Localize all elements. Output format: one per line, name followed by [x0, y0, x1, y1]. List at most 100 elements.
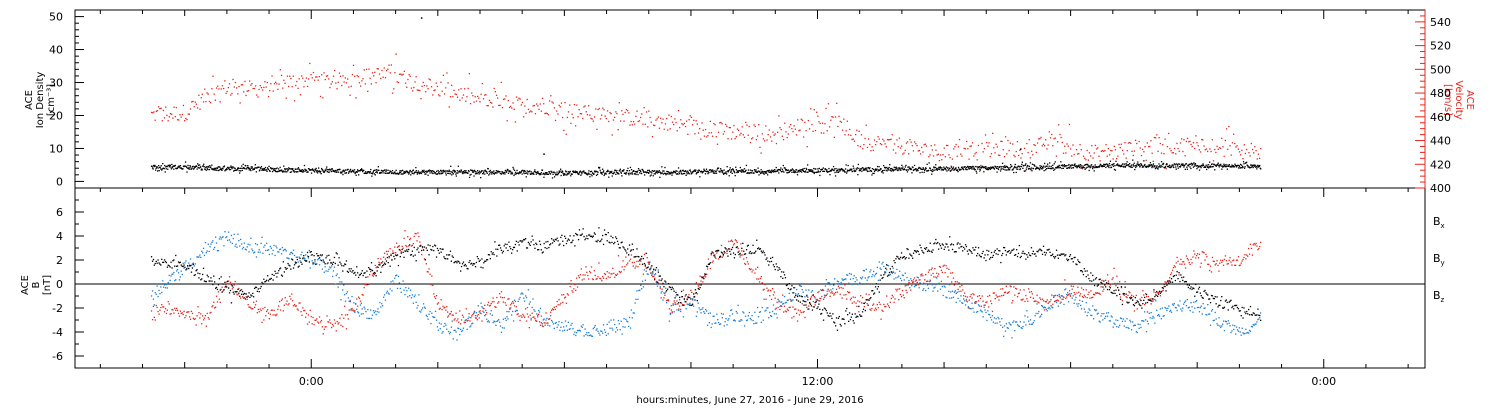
density-point	[723, 169, 725, 171]
density-point	[791, 168, 794, 170]
by-point	[339, 281, 341, 283]
density-point	[1029, 162, 1032, 164]
velocity-point	[500, 81, 502, 84]
velocity-point	[803, 136, 805, 138]
by-point	[585, 334, 587, 336]
velocity-point	[984, 134, 987, 136]
by-point	[945, 296, 947, 298]
density-point	[547, 173, 550, 175]
density-point	[796, 171, 798, 174]
by-point	[646, 273, 648, 275]
velocity-point	[1255, 150, 1257, 152]
by-point	[588, 332, 590, 334]
by-point	[1123, 325, 1125, 327]
by-point	[491, 314, 493, 316]
by-point	[1000, 324, 1002, 326]
density-point	[1113, 168, 1116, 171]
density-point	[742, 170, 744, 172]
density-point	[812, 170, 814, 172]
density-point	[282, 170, 284, 172]
density-point	[857, 163, 859, 166]
velocity-point	[289, 75, 291, 77]
velocity-point	[362, 78, 364, 80]
by-point	[189, 258, 192, 260]
density-point	[660, 172, 662, 174]
velocity-point	[1040, 136, 1042, 139]
velocity-point	[480, 93, 482, 95]
density-point	[712, 171, 714, 173]
bz-point	[555, 305, 557, 308]
bz-point	[303, 310, 305, 312]
by-point	[568, 328, 570, 330]
density-point	[241, 169, 243, 172]
bz-point	[447, 311, 449, 313]
density-point	[644, 174, 646, 176]
velocity-point	[531, 111, 533, 113]
density-point	[154, 164, 156, 167]
velocity-point	[1170, 150, 1172, 152]
density-point	[1137, 161, 1139, 163]
density-point	[253, 168, 255, 170]
density-point	[561, 171, 563, 173]
by-point	[290, 252, 292, 254]
density-point	[756, 171, 759, 174]
velocity-point	[336, 88, 338, 90]
by-point	[644, 279, 646, 281]
by-point	[1153, 317, 1155, 319]
density-point	[923, 168, 925, 170]
by-point	[452, 338, 454, 340]
velocity-point	[422, 81, 424, 84]
velocity-point	[161, 120, 163, 122]
by-point	[1216, 323, 1218, 325]
by-point	[425, 314, 427, 316]
density-point	[939, 166, 941, 168]
velocity-point	[1119, 147, 1121, 149]
velocity-point	[1103, 150, 1105, 152]
by-point	[773, 313, 775, 315]
by-point	[1260, 312, 1262, 314]
density-point	[151, 167, 154, 169]
velocity-point	[752, 137, 754, 139]
density-point	[954, 168, 956, 171]
velocity-point	[331, 81, 333, 83]
by-point	[965, 298, 968, 301]
density-point	[360, 169, 362, 171]
density-point	[835, 168, 837, 170]
velocity-point	[745, 121, 747, 123]
density-point	[1057, 165, 1059, 167]
by-point	[648, 261, 650, 263]
density-point	[379, 172, 382, 174]
bz-point	[172, 309, 174, 311]
by-point	[1009, 323, 1011, 325]
density-point	[846, 172, 848, 174]
bz-point	[348, 309, 350, 311]
by-point	[359, 304, 362, 306]
by-point	[345, 292, 348, 295]
density-point	[1142, 166, 1144, 168]
velocity-point	[641, 113, 643, 115]
velocity-point	[853, 140, 856, 142]
velocity-point	[1191, 145, 1193, 148]
density-point	[1004, 165, 1006, 167]
by-point	[390, 281, 392, 283]
bz-point	[272, 314, 274, 316]
density-point	[1079, 165, 1081, 167]
velocity-point	[382, 76, 384, 78]
by-point	[328, 268, 330, 270]
by-point	[576, 332, 578, 334]
density-point	[510, 173, 512, 175]
velocity-point	[1195, 135, 1197, 137]
velocity-point	[217, 85, 219, 87]
density-point	[245, 165, 247, 167]
by-point	[1168, 305, 1170, 307]
density-point	[864, 169, 866, 171]
by-point	[326, 263, 328, 265]
bz-point	[182, 313, 184, 316]
density-point	[220, 169, 223, 171]
velocity-point	[1217, 148, 1219, 150]
by-point	[869, 271, 871, 273]
by-point	[932, 290, 934, 292]
density-point	[230, 166, 233, 168]
by-point	[1143, 320, 1145, 322]
by-point	[286, 257, 288, 259]
